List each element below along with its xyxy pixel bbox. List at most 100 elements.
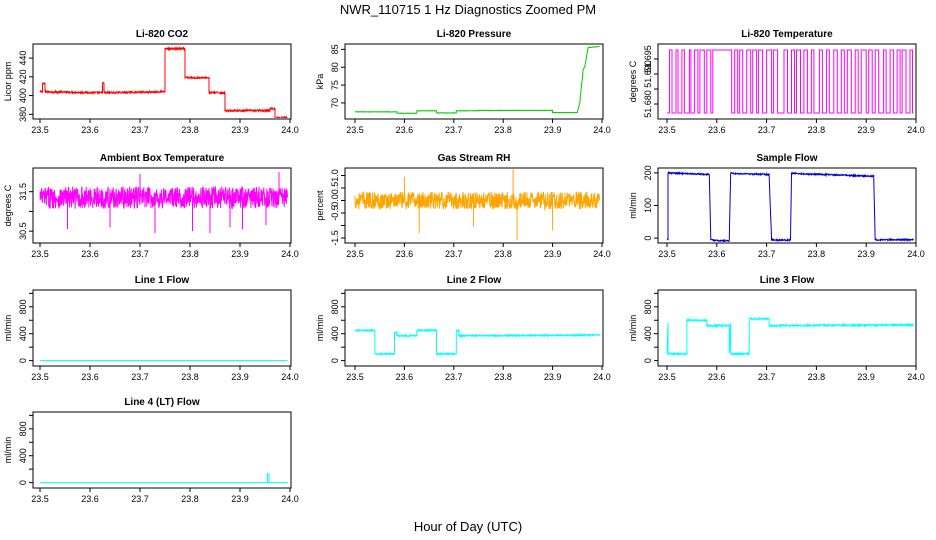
x-tick-label: 23.5 [31, 249, 49, 259]
panel-7: Line 1 Flow 23.5 23.6 23.7 23.8 23.9 24.0 0 400 8… [3, 275, 299, 382]
x-tick-label: 23.7 [758, 249, 776, 259]
y-tick-label: 0 [330, 358, 340, 363]
x-tick-label: 23.8 [808, 249, 826, 259]
x-tick-label: 23.5 [31, 125, 49, 135]
plot-frame [657, 167, 917, 244]
panel-10: Line 4 (LT) Flow 23.5 23.6 23.7 23.8 23.9 24.0… [3, 397, 299, 504]
y-tick-label: 400 [330, 326, 340, 341]
x-tick-label: 23.6 [396, 125, 414, 135]
panel-3: Li-820 Temperature 23.5 23.6 23.7 23.8 23.9 24… [628, 29, 925, 135]
panel-title: Li-820 Pressure [437, 29, 512, 40]
y-tick-label: 380 [18, 107, 28, 122]
x-tick-label: 24.0 [907, 249, 925, 259]
x-tick-label: 23.6 [708, 372, 726, 382]
data-series-line [354, 190, 600, 211]
x-tick-label: 23.5 [658, 372, 676, 382]
y-tick-label: 51.680 [643, 90, 653, 118]
x-tick-label: 23.9 [231, 125, 249, 135]
x-tick-label: 23.9 [544, 125, 562, 135]
plot-frame [32, 167, 292, 244]
x-axis-title: Hour of Day (UTC) [414, 519, 522, 534]
panel-title: Sample Flow [756, 153, 817, 164]
y-tick-label: 80 [330, 62, 340, 72]
y-tick-label: 420 [18, 69, 28, 84]
y-tick-label: -1.5 [330, 230, 340, 246]
x-tick-label: 23.8 [181, 125, 199, 135]
y-tick-label: 0 [643, 358, 653, 363]
y-axis-label: ml/min [3, 315, 13, 342]
y-tick-label: 31.5 [18, 183, 28, 201]
panel-title: Line 4 (LT) Flow [124, 397, 200, 408]
y-tick-label: -0.5 [330, 205, 340, 221]
panel-9: Line 3 Flow 23.5 23.6 23.7 23.8 23.9 24.0 0 400 8… [628, 275, 925, 382]
x-tick-label: 23.8 [808, 125, 826, 135]
y-tick-label: 0 [18, 480, 28, 485]
plot-frame [344, 43, 604, 120]
panel-title: Li-820 Temperature [741, 29, 833, 40]
y-tick-label: 400 [643, 326, 653, 341]
data-series-line [39, 45, 288, 118]
x-tick-label: 23.6 [81, 249, 99, 259]
data-series-line [667, 49, 914, 114]
x-tick-label: 23.8 [181, 372, 199, 382]
y-tick-label: 0.5 [330, 182, 340, 195]
data-series-line [666, 316, 914, 357]
data-series-line [40, 473, 288, 484]
x-tick-label: 23.9 [544, 372, 562, 382]
data-series-line [666, 170, 914, 242]
plot-frame [32, 411, 292, 489]
y-axis-label: kPa [315, 74, 325, 90]
y-tick-label: 400 [18, 448, 28, 463]
panel-title: Ambient Box Temperature [100, 153, 225, 164]
x-tick-label: 23.6 [81, 372, 99, 382]
x-tick-label: 24.0 [907, 125, 925, 135]
plot-frame [32, 43, 292, 120]
x-tick-label: 23.9 [857, 372, 875, 382]
plot-frame [344, 167, 604, 244]
y-tick-label: 0 [643, 236, 653, 241]
x-tick-label: 23.5 [658, 249, 676, 259]
x-tick-label: 23.8 [494, 125, 512, 135]
x-tick-label: 23.7 [445, 249, 463, 259]
y-tick-label: 800 [330, 299, 340, 314]
panel-title: Line 3 Flow [760, 275, 815, 286]
y-tick-label: 1.0 [330, 169, 340, 182]
x-tick-label: 24.0 [593, 125, 611, 135]
y-axis-label: ml/min [628, 315, 638, 342]
y-axis-label: ml/min [315, 315, 325, 342]
x-tick-label: 24.0 [593, 249, 611, 259]
y-tick-label: 70 [330, 98, 340, 108]
x-tick-label: 23.6 [81, 494, 99, 504]
y-tick-label: 400 [18, 88, 28, 103]
y-tick-label: 85 [330, 44, 340, 54]
panel-title: Line 2 Flow [447, 275, 502, 286]
y-tick-label: 100 [643, 198, 653, 213]
data-series-line [355, 45, 600, 115]
x-tick-label: 23.8 [808, 372, 826, 382]
y-tick-label: 200 [643, 165, 653, 180]
panel-5: Gas Stream RH 23.5 23.6 23.7 23.8 23.9 24.0 -1.… [315, 153, 611, 259]
data-series-line [39, 185, 288, 210]
y-tick-label: 800 [18, 299, 28, 314]
x-tick-label: 23.7 [445, 372, 463, 382]
x-tick-label: 23.5 [346, 249, 364, 259]
panel-1: Li-820 CO2 23.5 23.6 23.7 23.8 23.9 24.0 380 400… [3, 29, 299, 135]
y-tick-label: 75 [330, 80, 340, 90]
x-tick-label: 23.5 [31, 494, 49, 504]
x-tick-label: 23.9 [857, 125, 875, 135]
y-axis-label: degrees C [628, 60, 638, 102]
plot-frame [32, 289, 292, 367]
y-tick-label: 51.690 [643, 60, 653, 88]
x-tick-label: 23.7 [131, 372, 149, 382]
x-tick-label: 24.0 [593, 372, 611, 382]
x-tick-label: 23.9 [231, 249, 249, 259]
x-tick-label: 23.8 [494, 372, 512, 382]
x-tick-label: 23.6 [81, 125, 99, 135]
plot-frame [657, 289, 917, 367]
y-tick-label: 400 [18, 326, 28, 341]
x-tick-label: 23.9 [857, 249, 875, 259]
x-tick-label: 23.7 [758, 125, 776, 135]
x-tick-label: 23.9 [231, 372, 249, 382]
y-axis-label: ml/min [628, 192, 638, 219]
panel-2: Li-820 Pressure 23.5 23.6 23.7 23.8 23.9 24.0 7… [315, 29, 611, 135]
